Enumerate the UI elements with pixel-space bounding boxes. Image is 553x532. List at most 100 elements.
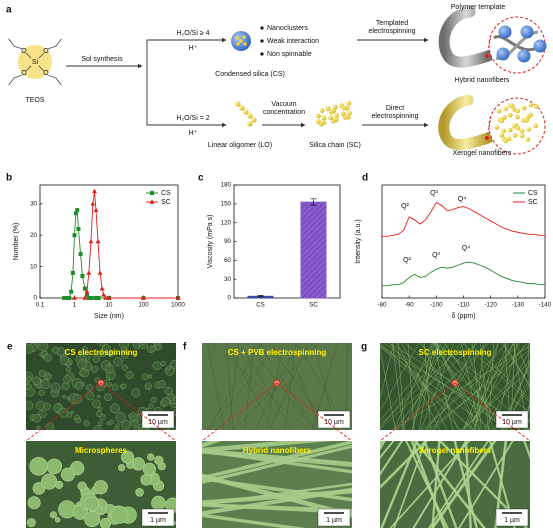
- texture: [102, 344, 111, 353]
- oligomer-bead: [243, 109, 249, 115]
- product-name: Condensed silica (CS): [215, 71, 285, 78]
- zoom-link: [486, 116, 492, 139]
- texture: [412, 343, 433, 430]
- chain-bead: [342, 115, 348, 120]
- texture: [115, 423, 120, 428]
- chain-bead: [507, 112, 513, 118]
- panel-label: f: [183, 342, 187, 353]
- texture: [36, 425, 41, 430]
- process-label: Direct: [386, 105, 404, 112]
- fiber-name: Hybrid nanofibers: [455, 77, 510, 84]
- chain-bead: [515, 114, 520, 120]
- microsphere: [55, 480, 64, 489]
- texture: [96, 410, 103, 418]
- product-name: Linear oligomer (LO): [208, 142, 272, 149]
- texture: [284, 343, 297, 430]
- chain-bead: [512, 133, 518, 138]
- x-tick-label: 1: [73, 302, 77, 309]
- texture: [150, 396, 157, 403]
- texture: [394, 343, 461, 430]
- texture: [45, 422, 55, 430]
- chain-bead: [534, 104, 539, 109]
- error-bar: [310, 198, 317, 206]
- texture: [167, 393, 175, 401]
- marker: [95, 238, 101, 244]
- texture: [35, 400, 46, 411]
- marker: [106, 295, 112, 300]
- x-axis-label: Size (nm): [94, 313, 124, 320]
- oligomer-bead: [235, 101, 241, 107]
- chain-bead: [499, 133, 505, 138]
- zoom-link: [486, 35, 492, 57]
- marker: [78, 252, 83, 257]
- texture: [40, 379, 51, 390]
- atom-label: Si: [32, 59, 39, 66]
- nanofiber: [202, 482, 352, 506]
- texture: [391, 345, 530, 430]
- image-title: Microspheres: [75, 446, 128, 455]
- marker: [97, 270, 103, 275]
- oligomer-bead: [251, 117, 257, 123]
- marker: [150, 191, 154, 195]
- marker: [70, 270, 75, 275]
- texture: [401, 343, 447, 430]
- bullet-text: Weak interaction: [267, 38, 319, 45]
- chain-bead: [524, 118, 530, 123]
- microsphere: [135, 488, 144, 497]
- texture: [528, 343, 530, 430]
- cluster: [242, 35, 246, 39]
- cs-ball: [520, 25, 534, 39]
- image-title: Xerogel nanofibers: [419, 446, 492, 455]
- molecule-name: TEOS: [25, 97, 44, 104]
- chain-bead: [321, 115, 327, 121]
- nanofiber: [202, 448, 352, 467]
- oligomer-bead: [247, 121, 253, 127]
- marker: [67, 296, 72, 300]
- series-line: [382, 261, 545, 287]
- image-title: CS + PVB electrospinning: [228, 348, 327, 357]
- chain-bead: [519, 133, 525, 139]
- texture: [157, 380, 167, 389]
- texture: [169, 359, 176, 369]
- peak-label: Q²: [403, 257, 411, 264]
- image-title: CS electrospinning: [65, 348, 138, 357]
- texture: [113, 357, 123, 367]
- chain-bead: [533, 123, 538, 129]
- microsphere: [58, 500, 77, 519]
- texture: [26, 383, 32, 390]
- texture: [433, 343, 477, 430]
- hybrid-fiber: [438, 6, 494, 68]
- chain-bead: [346, 100, 352, 106]
- error-bar: [257, 295, 264, 298]
- texture: [488, 343, 495, 430]
- panel-label: b: [6, 173, 12, 184]
- texture: [380, 346, 474, 430]
- texture: [141, 343, 145, 346]
- chain-bead: [316, 113, 321, 119]
- zoom-link: [379, 382, 456, 442]
- marker: [175, 295, 181, 300]
- texture: [380, 343, 466, 426]
- texture: [424, 343, 508, 430]
- texture: [465, 343, 527, 430]
- atom-label: O: [21, 70, 27, 77]
- texture: [161, 397, 171, 406]
- texture: [121, 364, 128, 371]
- texture: [105, 376, 111, 381]
- peak-label: Q⁴: [458, 196, 466, 203]
- marker: [88, 296, 93, 300]
- process-label: Vacuum: [271, 101, 296, 108]
- texture: [91, 365, 99, 373]
- marker: [82, 286, 87, 291]
- texture: [75, 381, 84, 390]
- process-label: concentration: [263, 109, 305, 116]
- peak-label: Q⁴: [462, 245, 470, 252]
- marker: [93, 207, 99, 212]
- image-title: SC electrospinning: [419, 348, 492, 357]
- bullet-text: Non spinnable: [267, 51, 312, 58]
- nanofiber: [453, 441, 478, 528]
- marker: [90, 201, 96, 206]
- texture: [524, 417, 530, 430]
- texture: [462, 343, 514, 430]
- panel-label: a: [6, 5, 12, 16]
